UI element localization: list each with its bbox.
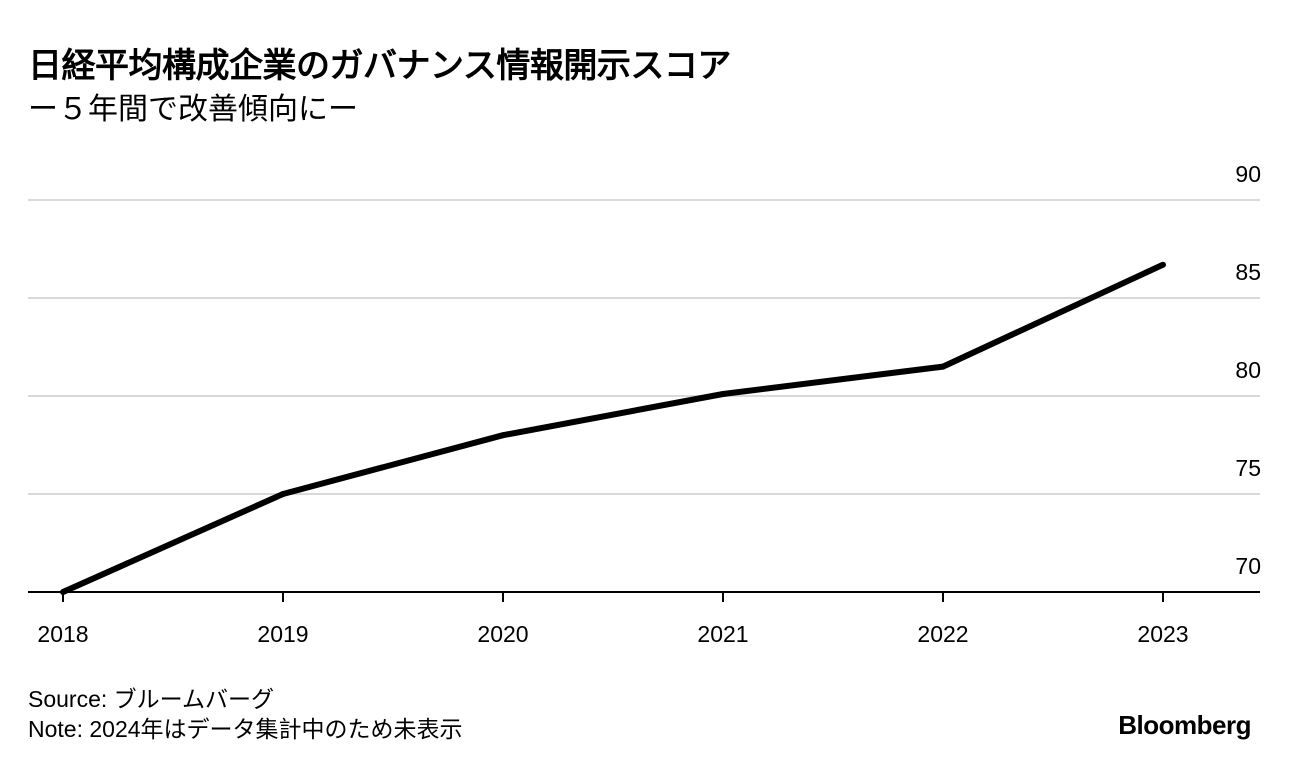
data-point-2022	[940, 363, 946, 370]
x-tick-label-2020: 2020	[477, 621, 528, 647]
data-point-2019	[280, 491, 286, 497]
footer-notes: Source: ブルームバーグ Note: 2024年はデータ集計中のため未表示	[28, 684, 463, 744]
y-tick-label-85: 85	[1235, 259, 1261, 285]
y-tick-label-80: 80	[1235, 357, 1261, 383]
data-point-2021	[720, 391, 726, 397]
x-axis-tick-labels: 2018 2019 2020 2021 2022 2023	[37, 621, 1188, 647]
x-tick-label-2021: 2021	[697, 621, 748, 647]
y-tick-label-75: 75	[1235, 455, 1261, 481]
y-tick-label-70: 70	[1235, 553, 1261, 579]
x-tick-label-2019: 2019	[257, 621, 308, 647]
series-line-0	[61, 261, 1165, 595]
chart-subtitle: ー５年間で改善傾向にー	[28, 92, 358, 127]
data-point-2018	[60, 589, 66, 595]
x-tick-label-2022: 2022	[917, 621, 968, 647]
bloomberg-logo: Bloomberg	[1118, 710, 1251, 740]
data-note: Note: 2024年はデータ集計中のため未表示	[28, 716, 463, 742]
x-axis	[28, 591, 1260, 602]
x-tick-label-2018: 2018	[37, 621, 88, 647]
data-point-2023	[1160, 261, 1166, 268]
gridlines	[28, 199, 1260, 495]
x-tick-label-2023: 2023	[1137, 621, 1188, 647]
chart-title: 日経平均構成企業のガバナンス情報開示スコア	[28, 46, 731, 86]
source-note: Source: ブルームバーグ	[28, 686, 274, 712]
y-tick-label-90: 90	[1235, 161, 1261, 187]
y-axis-tick-labels: 70 75 80 85 90	[1235, 161, 1261, 579]
series-layer	[60, 261, 1166, 595]
data-point-2020	[500, 432, 506, 439]
